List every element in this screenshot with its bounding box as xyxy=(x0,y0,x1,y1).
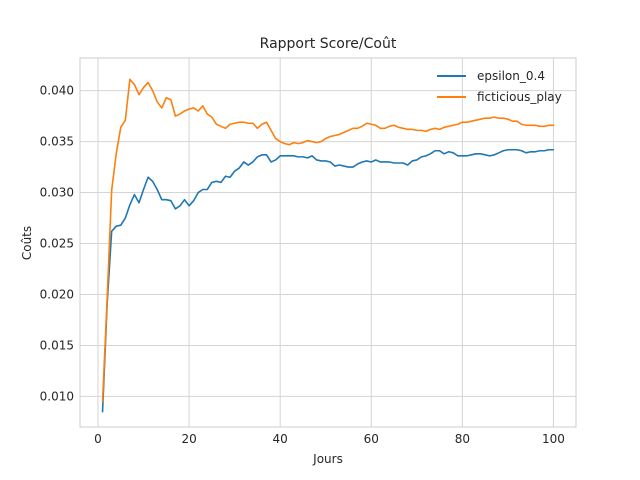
series-layer xyxy=(101,78,555,413)
legend: epsilon_0.4 ficticious_play xyxy=(437,69,562,104)
plot-frame xyxy=(79,57,577,428)
x-tick-label: 0 xyxy=(94,432,102,446)
grid-layer xyxy=(80,58,576,427)
legend-label: ficticious_play xyxy=(477,90,562,104)
chart-title: Rapport Score/Coût xyxy=(260,36,397,52)
legend-label: epsilon_0.4 xyxy=(477,69,545,83)
y-tick-label: 0.010 xyxy=(40,389,74,403)
y-axis-label: Coûts xyxy=(20,226,34,260)
x-axis-label: Jours xyxy=(312,452,343,466)
tick-layer: 0 20 40 60 80 100 0.010 0.015 0.020 0.025 0.030 0.0… xyxy=(40,84,565,446)
x-tick-label: 60 xyxy=(364,432,379,446)
y-tick-label: 0.035 xyxy=(40,135,74,149)
y-tick-label: 0.030 xyxy=(40,186,74,200)
series-line-ficticious-play xyxy=(101,78,555,403)
x-tick-label: 100 xyxy=(542,432,565,446)
y-tick-label: 0.020 xyxy=(40,287,74,301)
x-tick-label: 20 xyxy=(181,432,196,446)
x-tick-label: 80 xyxy=(455,432,470,446)
series-line-epsilon-0-4 xyxy=(101,148,555,413)
x-tick-label: 40 xyxy=(273,432,288,446)
y-tick-label: 0.015 xyxy=(40,338,74,352)
y-tick-label: 0.040 xyxy=(40,84,74,98)
y-tick-label: 0.025 xyxy=(40,237,74,251)
